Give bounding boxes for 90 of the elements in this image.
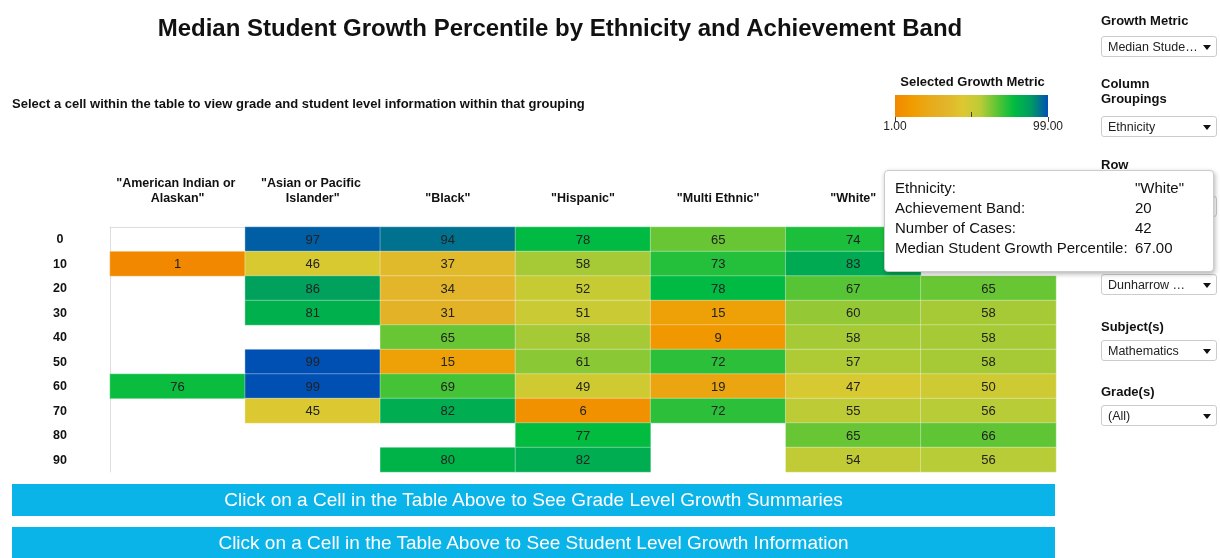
text: Growth Metric xyxy=(1101,13,1190,28)
y-tick-label: 60 xyxy=(53,379,67,394)
data-label: 6 xyxy=(579,403,587,419)
data-label: 94 xyxy=(440,231,456,247)
data-label: 56 xyxy=(981,403,996,419)
annotation: Number of Cases: xyxy=(895,219,1016,236)
data-label: 82 xyxy=(575,452,591,468)
data-label: 34 xyxy=(440,280,456,296)
y-tick-label: 20 xyxy=(53,281,67,296)
data-label: 58 xyxy=(575,329,591,345)
x-tick-label: "Black" xyxy=(425,190,471,205)
data-label: 65 xyxy=(710,231,726,247)
data-label: 74 xyxy=(846,231,861,247)
data-label: 81 xyxy=(305,305,320,321)
data-label: 65 xyxy=(981,280,996,296)
data-label: 58 xyxy=(575,256,591,272)
data-label: 37 xyxy=(440,256,456,272)
text: Mathematics xyxy=(1101,340,1217,361)
text: (All) xyxy=(1101,405,1217,426)
x-tick-label: "American Indian or Alaskan" xyxy=(116,175,239,205)
data-label: 99 xyxy=(305,378,320,394)
data-label: 50 xyxy=(981,378,996,394)
y-tick-label: 0 xyxy=(56,232,64,247)
data-label: 86 xyxy=(305,280,320,296)
data-label: 58 xyxy=(981,305,996,321)
data-label: 78 xyxy=(710,280,726,296)
data-label: 15 xyxy=(710,305,726,321)
data-label: 69 xyxy=(440,378,456,394)
data-label: 72 xyxy=(710,354,726,370)
text: Row xyxy=(1101,157,1130,172)
text: Median Stude… xyxy=(1101,36,1217,57)
data-label: 46 xyxy=(305,256,320,272)
color-bar-label: 1.00 xyxy=(882,119,908,133)
data-label: 76 xyxy=(170,378,185,394)
y-tick-label: 50 xyxy=(53,354,67,369)
chart-subtitle: Select a cell within the table to view grade and student level information within that grouping xyxy=(12,96,585,111)
annotation: Median Student Growth Percentile: xyxy=(895,239,1128,256)
y-tick-label: 30 xyxy=(53,305,67,320)
text: Column Groupings xyxy=(1101,76,1168,106)
data-label: 99 xyxy=(305,354,320,370)
data-label: 61 xyxy=(575,354,591,370)
y-tick-label: 10 xyxy=(53,256,67,271)
text: Ethnicity xyxy=(1101,116,1217,137)
data-label: 52 xyxy=(575,280,591,296)
data-label: 55 xyxy=(846,403,861,419)
data-label: 51 xyxy=(575,305,591,321)
chart-title: Median Student Growth Percentile by Ethnicity and Achievement Band xyxy=(157,14,963,41)
data-label: 49 xyxy=(575,378,591,394)
data-label: 77 xyxy=(575,427,591,443)
data-label: 67 xyxy=(846,280,861,296)
data-label: 78 xyxy=(575,231,591,247)
data-label: 9 xyxy=(714,329,722,345)
x-tick-label: "Multi Ethnic" xyxy=(676,190,760,205)
color-bar-label: 99.00 xyxy=(1032,119,1064,133)
x-tick-label: "White" xyxy=(830,190,877,205)
text: Click on a Cell in the Table Above to See Grade Level Growth Summaries xyxy=(12,484,1055,516)
data-label: 58 xyxy=(981,354,996,370)
data-label: 45 xyxy=(305,403,320,419)
text: Grade(s) xyxy=(1101,384,1156,399)
data-label: 47 xyxy=(846,378,861,394)
x-tick-label: "Asian or Pacific Islander" xyxy=(261,175,365,205)
data-label: 58 xyxy=(846,329,861,345)
color-bar-title: Selected Growth Metric xyxy=(899,74,1046,89)
data-label: 15 xyxy=(440,354,456,370)
x-tick-label: "Hispanic" xyxy=(551,190,616,205)
data-label: 65 xyxy=(846,427,861,443)
text: Click on a Cell in the Table Above to See Student Level Growth Information xyxy=(12,527,1055,558)
data-label: 58 xyxy=(981,329,996,345)
data-label: 97 xyxy=(305,231,320,247)
data-label: 82 xyxy=(440,403,456,419)
y-tick-label: 40 xyxy=(53,330,67,345)
data-label: 57 xyxy=(846,354,861,370)
text: Dunharrow … xyxy=(1101,274,1217,295)
y-tick-label: 80 xyxy=(53,428,67,443)
data-label: 83 xyxy=(846,256,861,272)
y-tick-label: 90 xyxy=(53,452,67,467)
data-label: 1 xyxy=(173,256,182,272)
data-label: 66 xyxy=(981,427,996,443)
data-label: 72 xyxy=(710,403,726,419)
data-label: 31 xyxy=(440,305,456,321)
data-label: 73 xyxy=(710,256,726,272)
y-tick-label: 70 xyxy=(53,403,67,418)
data-label: 60 xyxy=(846,305,861,321)
text: Subject(s) xyxy=(1101,319,1165,334)
data-label: 65 xyxy=(440,329,456,345)
data-label: 19 xyxy=(710,378,726,394)
data-label: 56 xyxy=(981,452,996,468)
cell-info-tooltip: Ethnicity: "White" Achievement Band: 20 Number of Cases: 42 Median Student Growth Percentile: 67.00 xyxy=(884,170,1214,272)
data-label: 80 xyxy=(440,452,456,468)
data-label: 54 xyxy=(846,452,861,468)
